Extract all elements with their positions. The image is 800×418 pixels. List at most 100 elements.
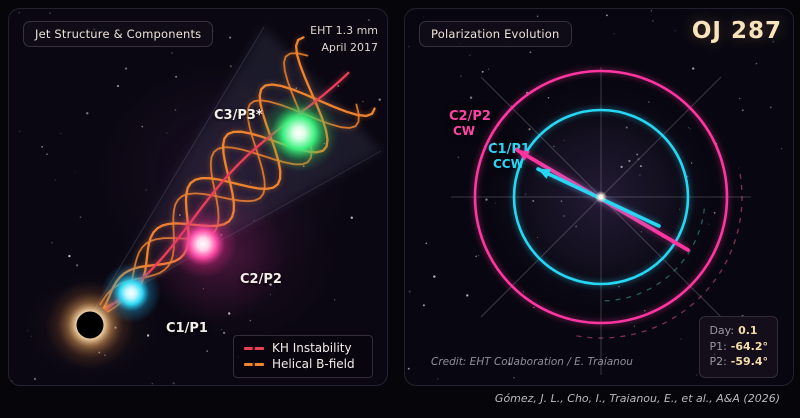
star [18, 130, 21, 133]
component-c2-blob [169, 210, 237, 278]
star [86, 112, 89, 115]
polarization-title-chip: Polarization Evolution [419, 21, 572, 47]
star [378, 98, 381, 101]
readout-p2-row: P2: -59.4° [709, 354, 768, 370]
star [469, 96, 473, 99]
star [433, 275, 436, 278]
star [422, 304, 425, 307]
polarization-plot [407, 10, 783, 380]
star [30, 335, 33, 338]
star [687, 126, 690, 129]
star [633, 325, 635, 327]
star [362, 101, 364, 103]
star [350, 216, 353, 219]
star [60, 133, 62, 135]
jet-diagram [11, 12, 382, 385]
star [172, 382, 175, 385]
star [780, 147, 783, 150]
star [651, 19, 654, 23]
star [49, 12, 51, 14]
jet-panel-title: Jet Structure & Components [35, 27, 202, 41]
star [650, 10, 652, 12]
star [466, 294, 469, 297]
plot-center-dot [598, 194, 604, 200]
star [146, 334, 150, 337]
star [79, 216, 82, 219]
p1-value: -64.2° [730, 339, 768, 353]
star [423, 16, 425, 18]
p2-label: P2: [709, 355, 727, 368]
epoch-label: April 2017 [321, 41, 378, 54]
star [407, 367, 410, 370]
star [605, 14, 608, 17]
star [437, 378, 439, 380]
readout-panel: Day: 0.1 P1: -64.2° P2: -59.4° [699, 316, 778, 378]
star [68, 254, 71, 258]
polarization-panel: C2/P2 CW C1/P1 CCW Polarization Evolutio… [404, 8, 794, 386]
jet-legend: KH Instability Helical B-field [233, 335, 373, 378]
c1-polarization-ring [512, 108, 690, 286]
star [485, 198, 488, 201]
day-label: Day: [709, 324, 735, 337]
readout-day-row: Day: 0.1 [709, 323, 768, 339]
jet-structure-panel: Jet Structure & Components EHT 1.3 mm Ap… [8, 8, 388, 386]
star [18, 12, 20, 14]
star [772, 40, 775, 43]
star [27, 330, 29, 332]
star [408, 45, 410, 48]
star [460, 75, 462, 77]
jet-panel-title-chip: Jet Structure & Components [23, 21, 214, 47]
star [536, 15, 539, 18]
star [755, 62, 758, 65]
star [742, 36, 744, 39]
star [46, 153, 48, 155]
star [457, 156, 460, 159]
star [141, 125, 144, 128]
star [174, 109, 177, 111]
star [547, 97, 550, 99]
citation-footer: Gómez, J. L., Cho, I., Traianou, E., et … [494, 392, 780, 405]
star [478, 255, 480, 257]
star [145, 189, 147, 191]
star [229, 36, 232, 39]
source-name: OJ 287 [691, 18, 782, 44]
legend-bfield-label: Helical B-field [272, 357, 355, 371]
p2-value: -59.4° [730, 355, 768, 368]
legend-kh-label: KH Instability [272, 341, 352, 355]
day-value: 0.1 [738, 324, 758, 337]
star [11, 380, 13, 382]
star [367, 18, 371, 22]
star [713, 212, 716, 214]
instrument-label: EHT 1.3 mm [310, 24, 378, 37]
star [741, 109, 744, 112]
p2-angle-arrow-arrowhead-icon [517, 150, 530, 161]
component-c3-blob [259, 93, 339, 173]
p1-angle-arrow-arrowhead-icon [538, 169, 551, 179]
star [51, 241, 54, 244]
star [408, 290, 411, 293]
star [116, 84, 120, 88]
star [151, 382, 154, 385]
readout-p1-row: P1: -64.2° [709, 339, 768, 355]
star [644, 309, 646, 312]
legend-item-bfield: Helical B-field [244, 356, 362, 372]
legend-item-kh: KH Instability [244, 340, 362, 356]
star [229, 65, 232, 68]
star [175, 75, 178, 78]
star [708, 223, 710, 225]
star [475, 255, 478, 258]
star [680, 338, 682, 340]
label-c2p2: C2/P2 [449, 109, 491, 124]
label-c1: C1/P1 [166, 321, 208, 336]
star [692, 67, 695, 70]
label-c2: C2/P2 [240, 272, 282, 287]
bfield-line-swatch-icon [244, 362, 264, 366]
c2-polarization-ring [473, 69, 729, 325]
star [739, 97, 741, 100]
star [513, 377, 515, 379]
star [648, 101, 650, 103]
label-c3: C3/P3* [214, 108, 263, 123]
star [33, 377, 37, 381]
star [206, 350, 208, 352]
credit-text: Credit: EHT Collaboration / E. Traianou [431, 356, 633, 368]
